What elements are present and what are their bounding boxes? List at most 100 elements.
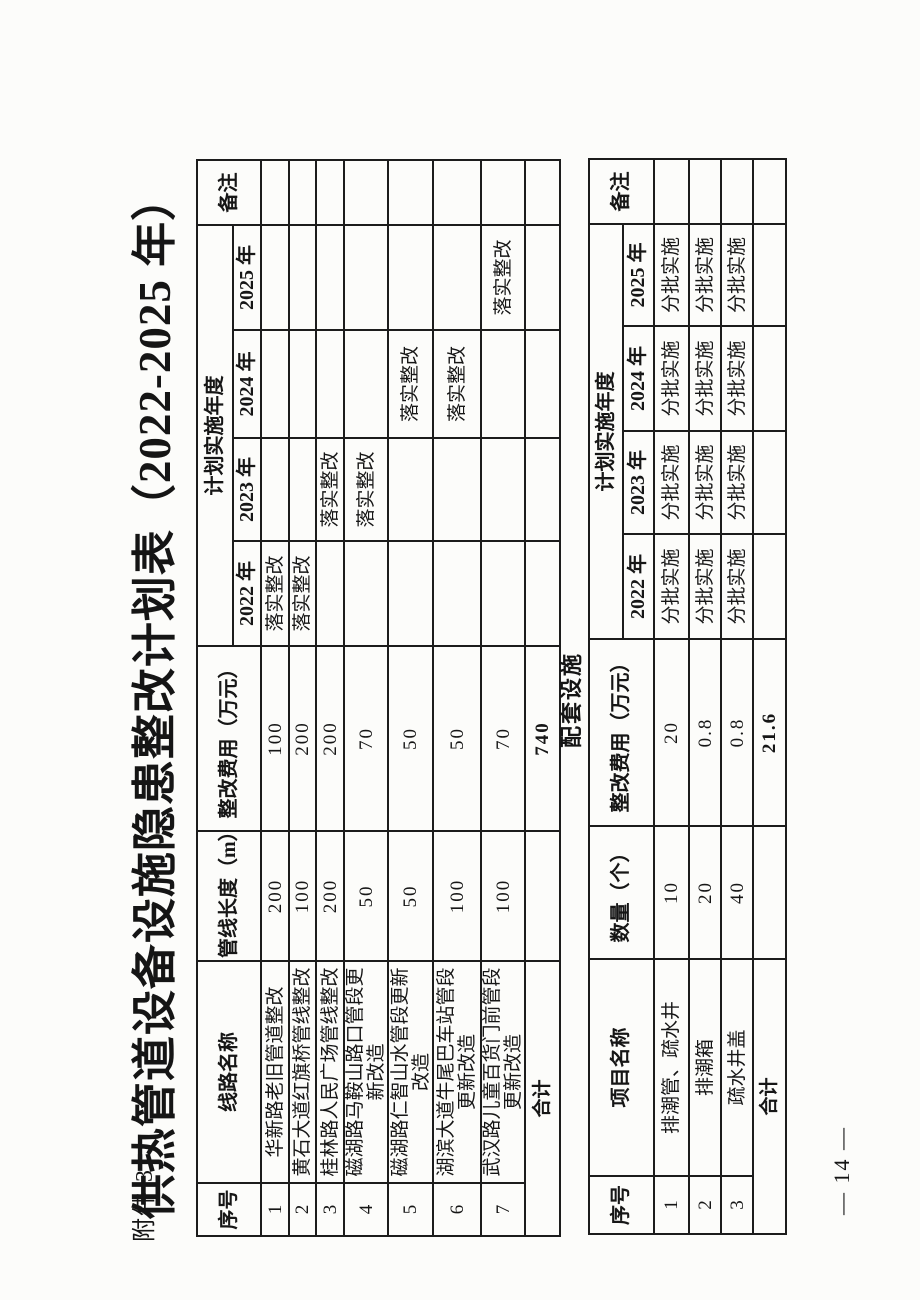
cell-year-2025 [289, 225, 316, 330]
cell-year-2022: 分批实施 [689, 534, 721, 639]
cell-remark [289, 160, 316, 225]
cell-year-2023 [753, 431, 786, 534]
table-row: 5 磁湖路仁智山水管段更新改造 50 50 落实整改 [388, 160, 433, 1236]
col-header-remark: 备注 [197, 160, 261, 225]
table-row: 2 黄石大道红旗桥管线整改 100 200 落实整改 [289, 160, 316, 1236]
table-row: 7 武汉路儿童百货门前管段更新改造 100 70 落实整改 [481, 160, 525, 1236]
cell-seq: 2 [689, 1176, 721, 1234]
cell-cost: 70 [481, 646, 525, 831]
table2-header-row-1: 序号 项目名称 数量（个） 整改费用（万元） 计划实施年度 备注 [589, 159, 654, 1234]
cell-line-name: 华新路老旧管道整改 [261, 961, 289, 1183]
cell-year-2023 [388, 438, 433, 541]
cell-remark [525, 160, 560, 225]
cell-remark [388, 160, 433, 225]
cell-year-2022 [481, 541, 525, 646]
col-header-cost: 整改费用（万元） [589, 639, 654, 826]
cell-line-name: 湖滨大道牛尾巴车站管段更新改造 [433, 961, 481, 1183]
cell-cost: 0.8 [721, 639, 753, 826]
cell-year-2024 [753, 326, 786, 431]
cell-line-name: 磁湖路马鞍山路口管段更新改造 [344, 961, 388, 1183]
cell-cost: 100 [261, 646, 289, 831]
cell-year-2024 [344, 330, 388, 438]
col-header-plan-years: 计划实施年度 [589, 224, 623, 639]
col-header-remark: 备注 [589, 159, 654, 224]
cell-remark [481, 160, 525, 225]
cell-year-2025 [344, 225, 388, 330]
cell-year-2023: 落实整改 [344, 438, 388, 541]
table-row: 1 排潮管、疏水井 10 20 分批实施 分批实施 分批实施 分批实施 [654, 159, 689, 1234]
cell-year-2025: 分批实施 [689, 224, 721, 326]
cell-year-2023 [433, 438, 481, 541]
col-header-2023: 2023 年 [233, 438, 261, 541]
cell-total-label: 合计 [753, 959, 786, 1234]
cell-length: 200 [316, 831, 344, 961]
cell-item-name: 排潮箱 [689, 959, 721, 1176]
table-row: 2 排潮箱 20 0.8 分批实施 分批实施 分批实施 分批实施 [689, 159, 721, 1234]
cell-seq: 3 [721, 1176, 753, 1234]
cell-length [525, 831, 560, 961]
col-header-2025: 2025 年 [233, 225, 261, 330]
cell-year-2025 [525, 225, 560, 330]
cell-seq: 4 [344, 1183, 388, 1236]
table-row: 4 磁湖路马鞍山路口管段更新改造 50 70 落实整改 [344, 160, 388, 1236]
cell-remark [654, 159, 689, 224]
cell-remark [261, 160, 289, 225]
cell-line-name: 武汉路儿童百货门前管段更新改造 [481, 961, 525, 1183]
table-row: 1 华新路老旧管道整改 200 100 落实整改 [261, 160, 289, 1236]
cell-remark [721, 159, 753, 224]
cell-year-2024 [261, 330, 289, 438]
cell-total-label: 合计 [525, 961, 560, 1236]
cell-remark [344, 160, 388, 225]
cell-cost: 50 [433, 646, 481, 831]
cell-cost: 50 [388, 646, 433, 831]
cell-year-2024 [289, 330, 316, 438]
cell-line-name: 黄石大道红旗桥管线整改 [289, 961, 316, 1183]
cell-cost: 0.8 [689, 639, 721, 826]
col-header-2022: 2022 年 [623, 534, 654, 639]
total-row: 合计 21.6 [753, 159, 786, 1234]
cell-length: 50 [388, 831, 433, 961]
cell-line-name: 磁湖路仁智山水管段更新改造 [388, 961, 433, 1183]
cell-year-2022: 分批实施 [721, 534, 753, 639]
cell-quantity: 20 [689, 826, 721, 959]
cell-cost: 200 [289, 646, 316, 831]
col-header-2024: 2024 年 [623, 326, 654, 431]
cell-seq: 2 [289, 1183, 316, 1236]
supporting-facilities-table: 序号 项目名称 数量（个） 整改费用（万元） 计划实施年度 备注 2022 年 … [588, 158, 787, 1235]
col-header-cost: 整改费用（万元） [197, 646, 261, 831]
cell-year-2024: 落实整改 [433, 330, 481, 438]
cell-year-2022: 分批实施 [654, 534, 689, 639]
cell-cost: 20 [654, 639, 689, 826]
cell-year-2023: 分批实施 [654, 431, 689, 534]
cell-seq: 1 [261, 1183, 289, 1236]
cell-remark [316, 160, 344, 225]
cell-quantity [753, 826, 786, 959]
col-header-2023: 2023 年 [623, 431, 654, 534]
cell-year-2023: 分批实施 [689, 431, 721, 534]
cell-remark [433, 160, 481, 225]
col-header-line-name: 线路名称 [197, 961, 261, 1183]
cell-year-2024 [481, 330, 525, 438]
cell-year-2025 [433, 225, 481, 330]
cell-year-2024: 分批实施 [721, 326, 753, 431]
cell-year-2022 [316, 541, 344, 646]
cell-line-name: 桂林路人民广场管线整改 [316, 961, 344, 1183]
cell-year-2023: 分批实施 [721, 431, 753, 534]
cell-year-2022: 落实整改 [289, 541, 316, 646]
table-row: 3 疏水井盖 40 0.8 分批实施 分批实施 分批实施 分批实施 [721, 159, 753, 1234]
cell-length: 100 [481, 831, 525, 961]
cell-seq: 1 [654, 1176, 689, 1234]
cell-remark [753, 159, 786, 224]
cell-year-2022 [388, 541, 433, 646]
table-row: 6 湖滨大道牛尾巴车站管段更新改造 100 50 落实整改 [433, 160, 481, 1236]
cell-year-2022 [753, 534, 786, 639]
cell-year-2023: 落实整改 [316, 438, 344, 541]
cell-seq: 7 [481, 1183, 525, 1236]
cell-length: 100 [433, 831, 481, 961]
table-row: 3 桂林路人民广场管线整改 200 200 落实整改 [316, 160, 344, 1236]
cell-year-2023 [525, 438, 560, 541]
table1-header-row-1: 序号 线路名称 管线长度（m） 整改费用（万元） 计划实施年度 备注 [197, 160, 261, 1236]
cell-year-2023 [481, 438, 525, 541]
cell-cost: 70 [344, 646, 388, 831]
